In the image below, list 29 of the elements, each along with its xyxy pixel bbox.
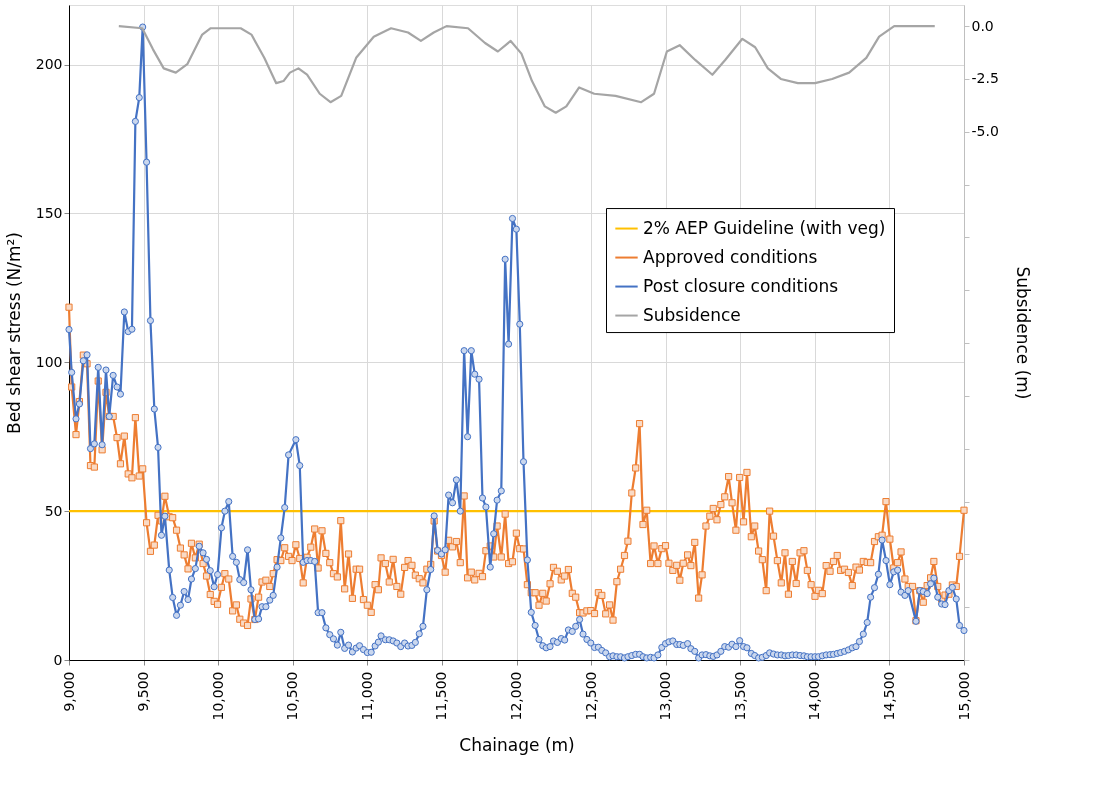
- y-tick-label: 100: [35, 353, 63, 370]
- x-tick-label: 9,500: [135, 671, 152, 712]
- x-tick-label: 11,500: [433, 671, 450, 721]
- y-axis-title: Bed shear stress (N/m²): [3, 231, 24, 435]
- x-tick-label: 14,000: [806, 671, 823, 721]
- y2-axis-title: Subsidence (m): [1012, 266, 1033, 400]
- legend-label: 2% AEP Guideline (with veg): [643, 217, 886, 238]
- x-tick-label: 10,000: [209, 671, 226, 721]
- x-tick-label: 12,000: [508, 671, 524, 721]
- x-tick-label: 9,000: [60, 671, 77, 712]
- x-tick-label: 15,000: [955, 671, 972, 721]
- line-series: [117, 25, 936, 114]
- x-tick-label: 10,500: [284, 671, 301, 721]
- y2-tick-label: 0.0: [971, 17, 994, 34]
- x-tick-label: 12,500: [582, 671, 599, 721]
- legend-label: Subsidence: [643, 304, 741, 325]
- legend-label: Post closure conditions: [643, 275, 839, 296]
- x-tick-label: 13,000: [657, 671, 674, 721]
- y-tick-label: 150: [35, 204, 63, 221]
- y2-tick-label: -5.0: [971, 123, 999, 140]
- x-axis-title: Chainage (m): [459, 735, 575, 756]
- x-tick-label: 11,000: [358, 671, 375, 721]
- x-tick-label: 13,500: [731, 671, 748, 721]
- y-tick-label: 50: [44, 502, 63, 519]
- y-tick-label: 0: [53, 651, 63, 668]
- y2-tick-label: -2.5: [971, 70, 999, 87]
- y-tick-label: 200: [35, 56, 63, 73]
- legend-label: Approved conditions: [643, 246, 818, 267]
- x-tick-label: 14,500: [880, 671, 897, 721]
